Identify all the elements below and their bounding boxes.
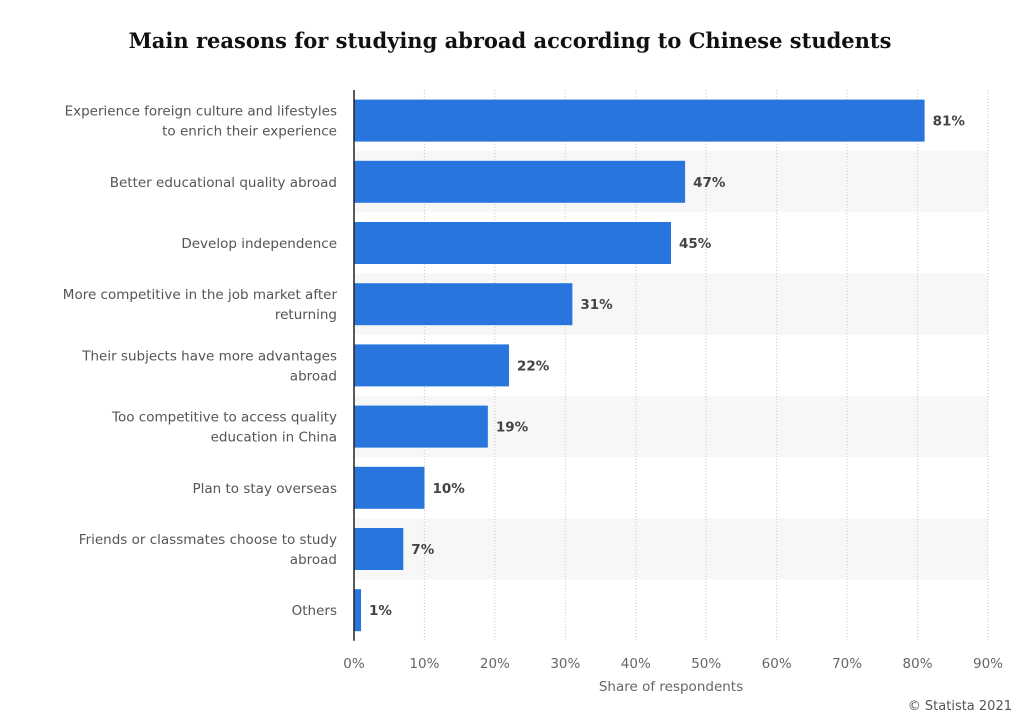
category-label: abroad (290, 368, 337, 384)
category-label: Plan to stay overseas (193, 481, 338, 497)
category-label: Others (292, 603, 337, 619)
value-label: 7% (411, 542, 434, 558)
bar (354, 528, 404, 570)
x-tick-label: 90% (973, 656, 1003, 672)
x-tick-label: 10% (409, 656, 439, 672)
bar (354, 160, 686, 203)
value-label: 19% (496, 420, 529, 436)
x-tick-label: 70% (832, 656, 862, 672)
category-label: abroad (290, 552, 337, 568)
value-label: 31% (580, 297, 613, 313)
chart-title: Main reasons for studying abroad accordi… (128, 28, 892, 53)
value-label: 22% (517, 358, 550, 374)
bar (354, 589, 362, 632)
x-tick-label: 20% (480, 656, 510, 672)
statista-credit: © Statista 2021 (907, 699, 1012, 714)
category-label: Friends or classmates choose to study (79, 532, 337, 548)
x-tick-label: 40% (621, 656, 651, 672)
x-tick-label: 30% (550, 656, 580, 672)
bar (354, 405, 488, 448)
x-tick-label: 0% (343, 656, 365, 672)
bar (354, 344, 509, 387)
bar (354, 99, 925, 142)
bar (354, 283, 573, 326)
bar (354, 466, 425, 509)
category-label: Better educational quality abroad (110, 175, 337, 191)
x-tick-label: 60% (762, 656, 792, 672)
category-label: Experience foreign culture and lifestyle… (65, 104, 337, 120)
category-label: Their subjects have more advantages (81, 348, 337, 364)
category-label: Develop independence (181, 236, 337, 252)
value-label: 81% (933, 114, 966, 130)
category-label: More competitive in the job market after (63, 287, 338, 303)
x-tick-label: 50% (691, 656, 721, 672)
value-label: 47% (693, 175, 726, 191)
category-label: education in China (211, 430, 337, 446)
row-band (354, 518, 988, 580)
category-label: returning (275, 307, 337, 323)
bar (354, 222, 671, 264)
value-label: 10% (432, 481, 465, 497)
category-label: to enrich their experience (162, 124, 337, 140)
value-label: 45% (679, 236, 712, 252)
category-label: Too competitive to access quality (111, 410, 337, 426)
x-tick-label: 80% (903, 656, 933, 672)
x-axis-title: Share of respondents (599, 679, 743, 695)
value-label: 1% (369, 603, 392, 619)
